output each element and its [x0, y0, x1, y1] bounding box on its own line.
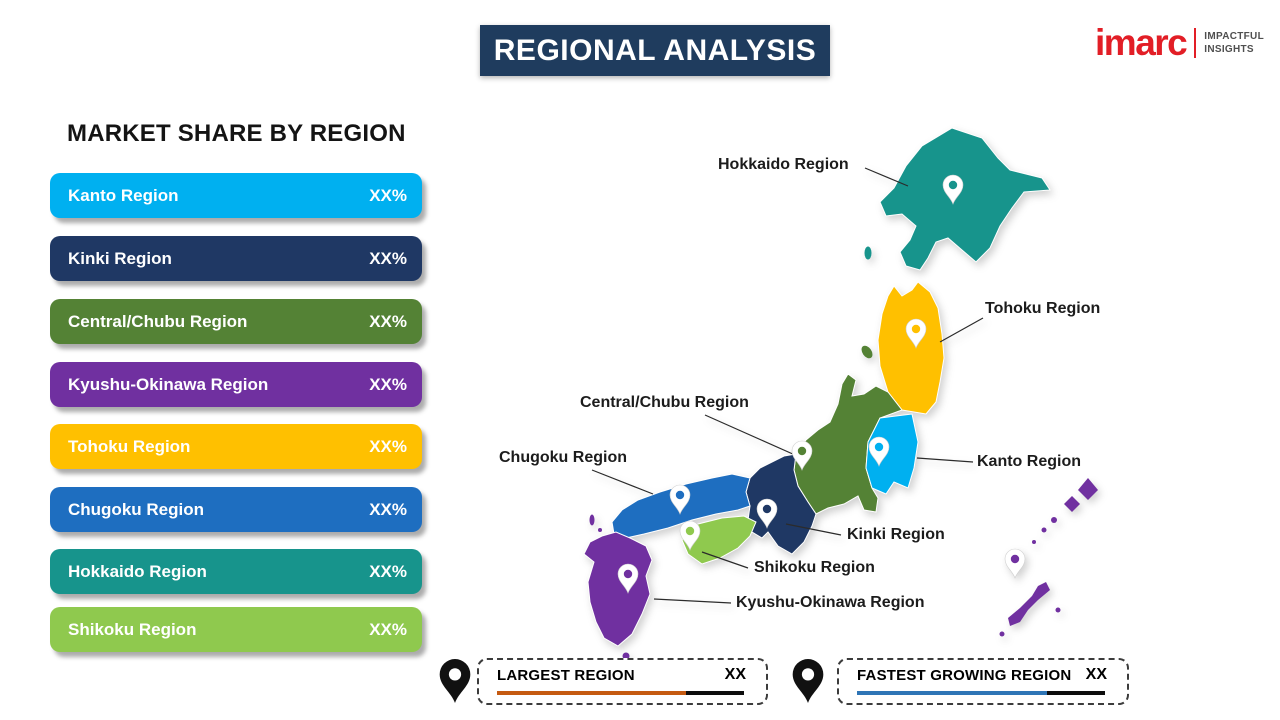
map-label-kyushu-okinawa: Kyushu-Okinawa Region — [736, 594, 925, 611]
region-kinki — [745, 453, 817, 555]
share-bar-value: XX% — [369, 436, 407, 456]
pin-central-chubu-icon — [791, 440, 813, 471]
map-label-shikoku: Shikoku Region — [754, 559, 875, 576]
map-pins — [617, 174, 1026, 594]
fastest-region-value: XX — [1085, 666, 1107, 683]
page-title-text: REGIONAL ANALYSIS — [493, 33, 817, 67]
pin-tohoku-icon — [905, 318, 927, 349]
share-bar-value: XX% — [369, 185, 407, 205]
logo-tagline-line1: IMPACTFUL — [1204, 30, 1264, 42]
share-bar-label: Kinki Region — [68, 248, 172, 268]
largest-region-pin-icon — [439, 659, 471, 703]
fastest-region-bar-tail — [1047, 691, 1105, 695]
fastest-region-bar-main — [857, 691, 1047, 695]
share-bar-kinki: Kinki Region XX% — [50, 236, 422, 281]
fastest-region-legend: FASTEST GROWING REGION XX — [837, 658, 1129, 705]
share-bar-chugoku: Chugoku Region XX% — [50, 487, 422, 532]
share-bar-value: XX% — [369, 311, 407, 331]
map-label-tohoku: Tohoku Region — [985, 300, 1101, 317]
map-label-kanto: Kanto Region — [977, 453, 1081, 470]
share-bar-value: XX% — [369, 499, 407, 519]
share-bar-label: Kanto Region — [68, 185, 179, 205]
logo-tagline: IMPACTFUL INSIGHTS — [1204, 30, 1264, 56]
largest-region-bar-tail — [686, 691, 744, 695]
pin-chugoku-icon — [669, 484, 691, 515]
map-label-hokkaido: Hokkaido Region — [718, 156, 849, 173]
map-label-central-chubu: Central/Chubu Region — [580, 394, 749, 411]
share-bar-label: Chugoku Region — [68, 499, 204, 519]
leader-line-shikoku — [701, 551, 749, 569]
fastest-region-pin-icon — [792, 659, 824, 703]
pin-kyushu-icon — [617, 563, 639, 594]
share-bar-kyushu-okinawa: Kyushu-Okinawa Region XX% — [50, 362, 422, 407]
largest-region-value: XX — [724, 666, 746, 683]
leader-line-tohoku — [939, 317, 984, 343]
share-bar-central-chubu: Central/Chubu Region XX% — [50, 299, 422, 344]
share-bar-label: Shikoku Region — [68, 619, 197, 639]
map-label-chugoku: Chugoku Region — [499, 449, 627, 466]
pin-hokkaido-icon — [942, 174, 964, 205]
page-title: REGIONAL ANALYSIS — [480, 25, 830, 76]
map-label-kinki: Kinki Region — [847, 526, 945, 543]
share-bar-shikoku: Shikoku Region XX% — [50, 607, 422, 652]
leader-line-chugoku — [591, 469, 654, 495]
pin-kanto-icon — [868, 436, 890, 467]
leader-line-central-chubu — [704, 414, 796, 456]
islet-okushiri — [864, 246, 872, 260]
share-bar-label: Kyushu-Okinawa Region — [68, 374, 269, 394]
share-bar-value: XX% — [369, 561, 407, 581]
share-bar-value: XX% — [369, 248, 407, 268]
fastest-region-label: FASTEST GROWING REGION — [857, 666, 1072, 684]
share-bar-label: Hokkaido Region — [68, 561, 207, 581]
share-bar-value: XX% — [369, 619, 407, 639]
largest-region-legend: LARGEST REGION XX — [477, 658, 768, 705]
imarc-logo: imarc IMPACTFUL INSIGHTS — [1095, 24, 1264, 61]
region-kyushu — [583, 531, 653, 647]
leader-line-kinki — [785, 523, 842, 536]
leader-lines — [591, 167, 984, 604]
region-tohoku — [877, 281, 945, 415]
leader-line-kanto — [916, 457, 974, 463]
largest-region-label: LARGEST REGION — [497, 666, 635, 684]
share-bar-hokkaido: Hokkaido Region XX% — [50, 549, 422, 594]
largest-region-bar — [497, 691, 744, 695]
pin-okinawa-icon — [1004, 548, 1026, 579]
logo-divider — [1194, 27, 1197, 58]
islet-sado — [861, 345, 873, 359]
imarc-brand-text: imarc — [1095, 22, 1188, 63]
share-bar-value: XX% — [369, 374, 407, 394]
region-hokkaido — [879, 127, 1051, 271]
pin-shikoku-icon — [679, 520, 701, 551]
okinawa-islands — [999, 478, 1098, 637]
pin-kinki-icon — [756, 498, 778, 529]
share-bar-label: Tohoku Region — [68, 436, 191, 456]
share-bar-label: Central/Chubu Region — [68, 311, 248, 331]
logo-tagline-line2: INSIGHTS — [1204, 43, 1254, 55]
japan-map — [583, 127, 1098, 669]
market-share-heading: MARKET SHARE BY REGION — [67, 120, 406, 147]
region-kanto — [865, 413, 919, 495]
largest-region-bar-main — [497, 691, 686, 695]
leader-line-kyushu-okinawa — [653, 598, 732, 604]
leader-line-hokkaido — [864, 167, 909, 187]
share-bar-kanto: Kanto Region XX% — [50, 173, 422, 218]
fastest-region-bar — [857, 691, 1105, 695]
share-bar-tohoku: Tohoku Region XX% — [50, 424, 422, 469]
